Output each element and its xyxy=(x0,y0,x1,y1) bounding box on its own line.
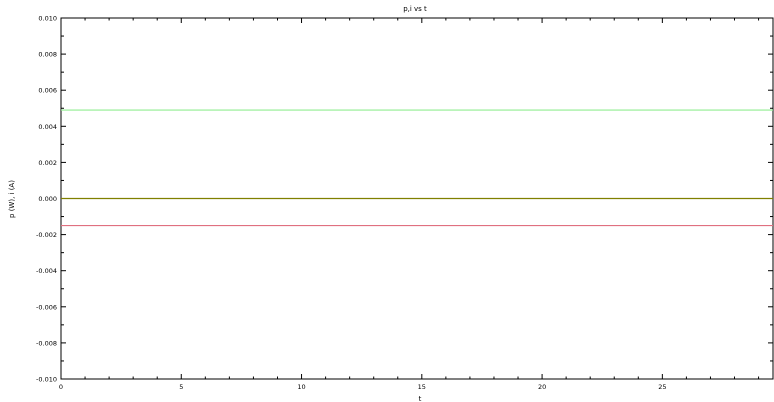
x-tick-label: 25 xyxy=(658,383,666,391)
x-tick-label: 0 xyxy=(59,383,63,391)
x-axis-label: t xyxy=(419,395,422,402)
y-tick-label: -0.006 xyxy=(36,303,57,311)
y-tick-label: 0.004 xyxy=(38,123,57,131)
x-tick-label: 20 xyxy=(538,383,546,391)
y-tick-label: 0.006 xyxy=(38,87,57,95)
y-tick-label: -0.002 xyxy=(36,231,57,239)
y-tick-label: 0.000 xyxy=(38,195,57,203)
y-tick-label: -0.004 xyxy=(36,267,57,275)
y-axis-label: p (W), i (A) xyxy=(8,180,16,218)
y-tick-label: -0.010 xyxy=(36,376,57,384)
x-tick-label: 10 xyxy=(297,383,305,391)
y-tick-label: 0.010 xyxy=(38,15,57,23)
y-tick-label: -0.008 xyxy=(36,339,57,347)
y-tick-label: 0.008 xyxy=(38,51,57,59)
chart-title: p,i vs t xyxy=(403,5,427,13)
x-tick-label: 5 xyxy=(179,383,183,391)
y-tick-label: 0.002 xyxy=(38,159,57,167)
x-tick-label: 15 xyxy=(418,383,426,391)
plot-area: -0.010 -0.008 -0.006 -0.004 -0.002 0.000 0.002… xyxy=(36,15,774,391)
